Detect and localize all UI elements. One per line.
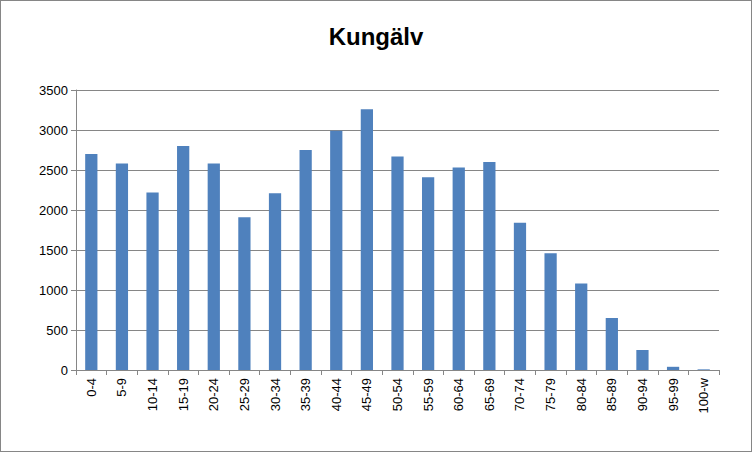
svg-text:50-54: 50-54 (390, 378, 405, 411)
svg-text:55-59: 55-59 (421, 378, 436, 411)
svg-text:2500: 2500 (39, 163, 68, 178)
svg-text:60-64: 60-64 (451, 378, 466, 411)
svg-text:40-44: 40-44 (329, 378, 344, 411)
svg-text:30-34: 30-34 (268, 378, 283, 411)
svg-text:25-29: 25-29 (237, 378, 252, 411)
svg-text:5-9: 5-9 (114, 378, 129, 397)
svg-text:35-39: 35-39 (298, 378, 313, 411)
svg-text:65-69: 65-69 (482, 378, 497, 411)
svg-text:0-4: 0-4 (84, 378, 99, 397)
svg-text:85-89: 85-89 (604, 378, 619, 411)
svg-text:1000: 1000 (39, 283, 68, 298)
svg-text:45-49: 45-49 (359, 378, 374, 411)
svg-text:100-w: 100-w (696, 377, 711, 413)
svg-text:75-79: 75-79 (543, 378, 558, 411)
svg-text:20-24: 20-24 (206, 378, 221, 411)
svg-text:15-19: 15-19 (176, 378, 191, 411)
svg-text:90-94: 90-94 (635, 378, 650, 411)
svg-text:3500: 3500 (39, 83, 68, 98)
svg-text:10-14: 10-14 (145, 378, 160, 411)
svg-text:70-74: 70-74 (512, 378, 527, 411)
svg-text:500: 500 (46, 323, 68, 338)
svg-text:2000: 2000 (39, 203, 68, 218)
svg-text:1500: 1500 (39, 243, 68, 258)
svg-text:Kungälv: Kungälv (329, 23, 424, 50)
svg-text:80-84: 80-84 (574, 378, 589, 411)
svg-text:3000: 3000 (39, 123, 68, 138)
svg-text:95-99: 95-99 (666, 378, 681, 411)
svg-text:0: 0 (61, 363, 68, 378)
